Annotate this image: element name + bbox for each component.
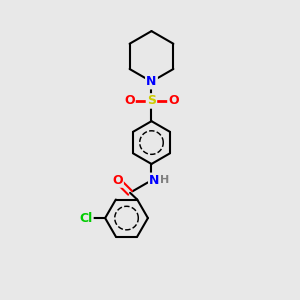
Text: O: O — [112, 173, 123, 187]
Text: H: H — [160, 175, 169, 185]
Text: N: N — [146, 75, 157, 88]
Text: Cl: Cl — [79, 212, 92, 225]
Text: N: N — [149, 174, 160, 187]
Text: O: O — [124, 94, 134, 107]
Text: O: O — [169, 94, 179, 107]
Text: S: S — [147, 94, 156, 107]
